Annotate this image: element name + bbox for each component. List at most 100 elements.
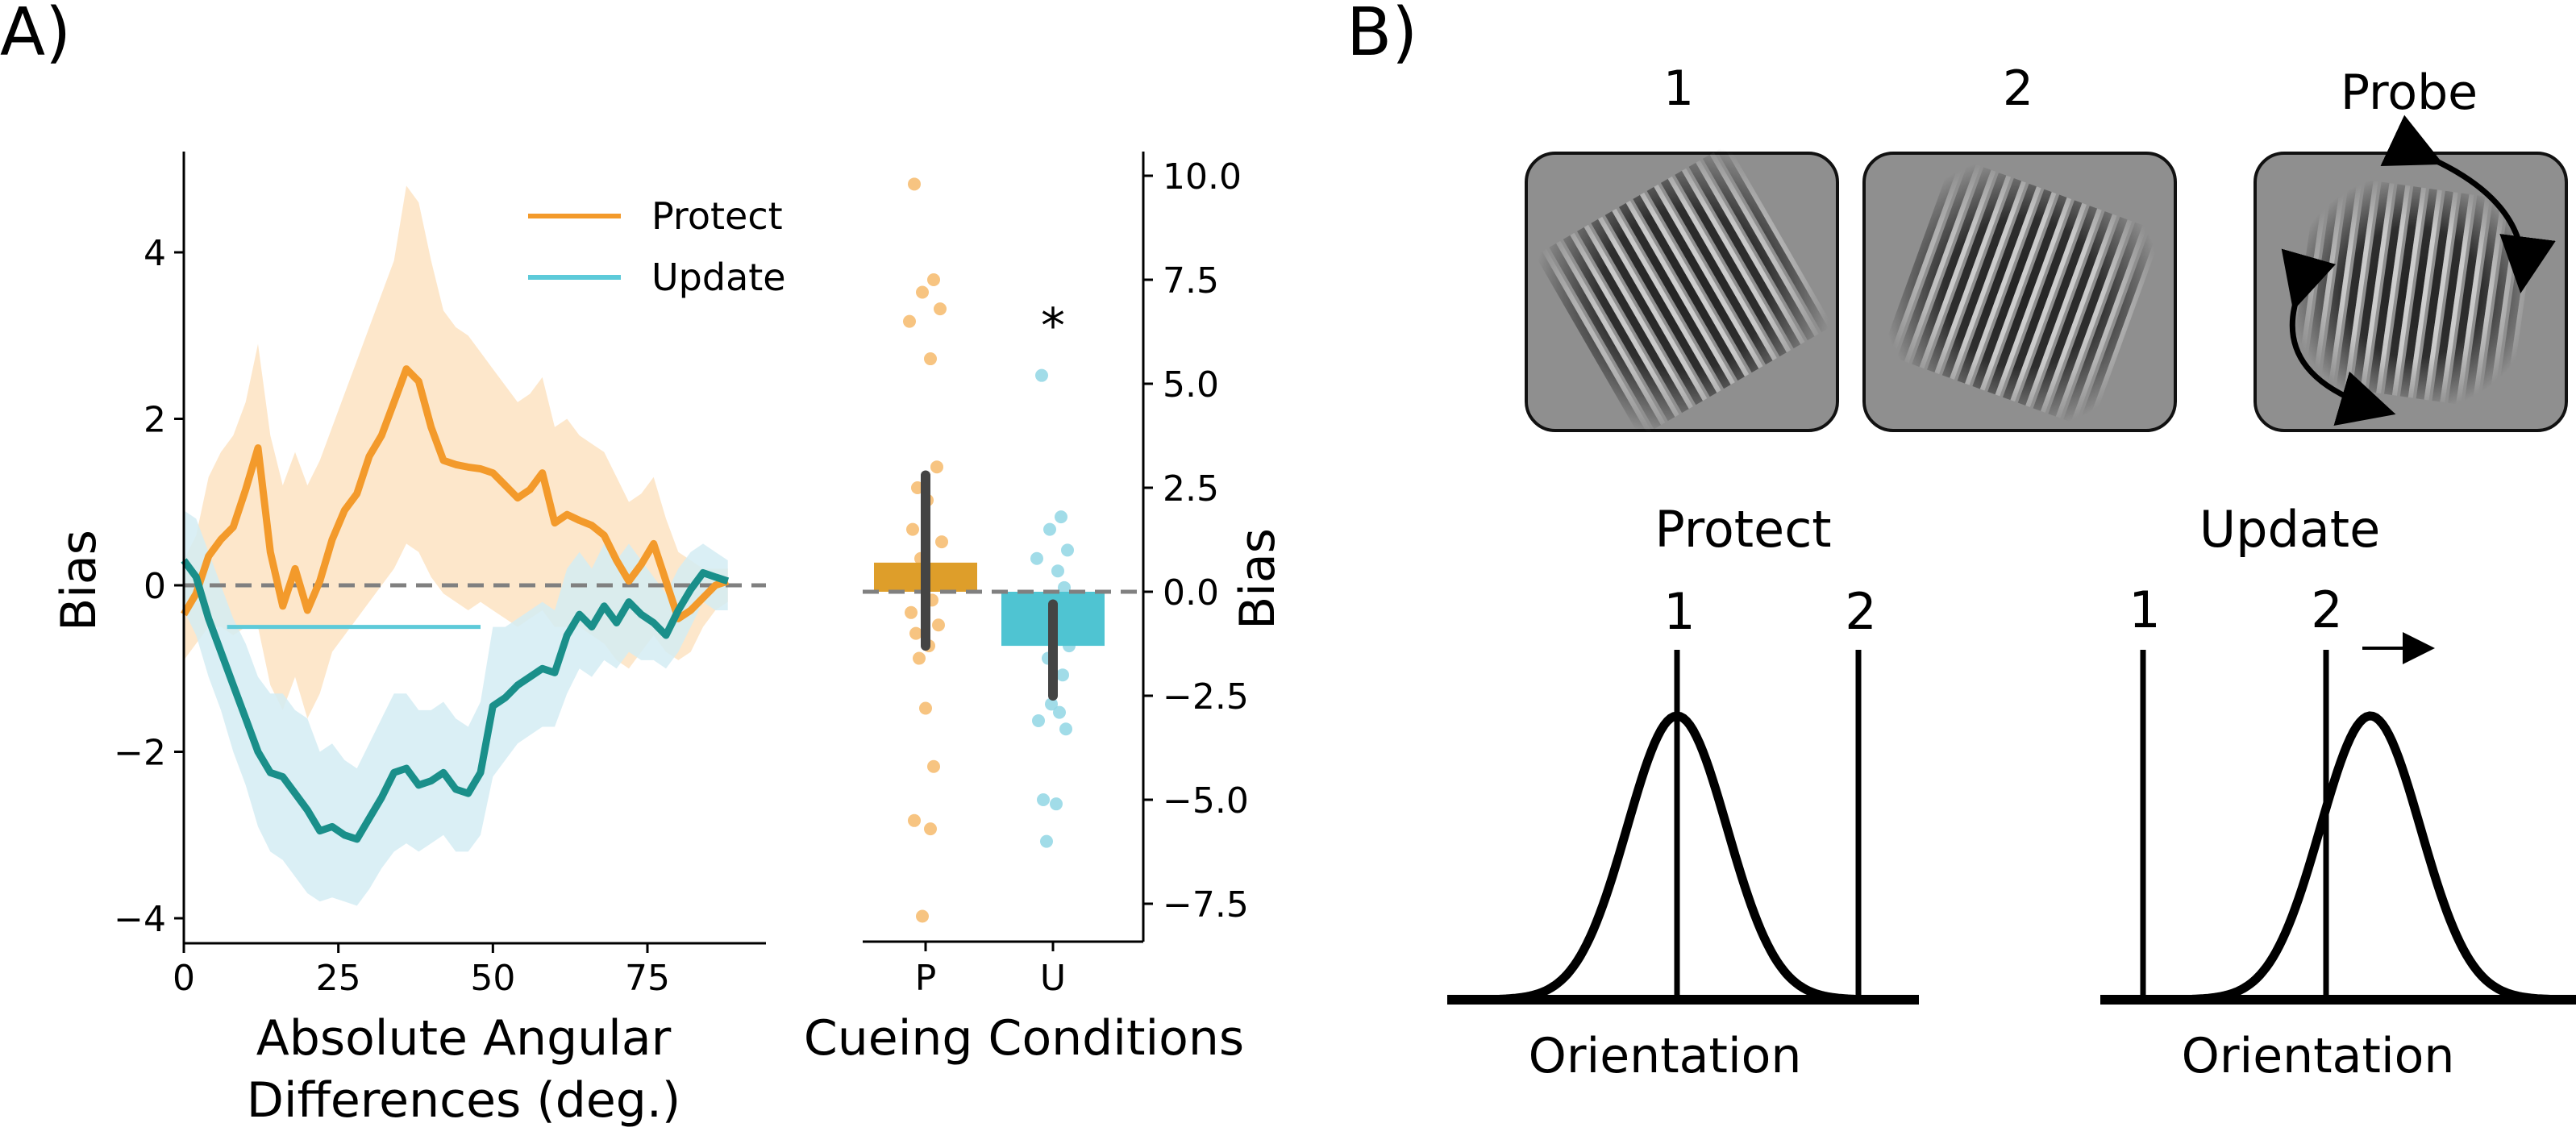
data-point-p bbox=[930, 460, 943, 474]
grating-stripe-light bbox=[1919, 169, 1996, 369]
grating-stripe-light bbox=[1612, 208, 1721, 393]
update-title: Update bbox=[2199, 500, 2381, 559]
grating-stripe-light bbox=[2086, 231, 2162, 430]
data-point-p bbox=[927, 759, 940, 773]
y-tick-label-right: 10.0 bbox=[1163, 156, 1242, 198]
grating-stripe-light bbox=[1904, 164, 1981, 364]
grating-stripe-dark bbox=[1563, 235, 1675, 422]
y-ticks: −4 −2 0 2 4 bbox=[114, 233, 184, 940]
grating-stripe-light bbox=[1979, 192, 2057, 391]
stimulus-box-2 bbox=[1862, 152, 2177, 432]
data-point-u bbox=[1030, 551, 1043, 565]
data-point-p bbox=[924, 352, 937, 366]
data-point-p bbox=[903, 314, 916, 328]
grating-stripe-light bbox=[1556, 240, 1666, 426]
panel-b-label: B) bbox=[1346, 0, 1417, 71]
data-point-u bbox=[1040, 834, 1053, 848]
grating-stripe-dark bbox=[1619, 202, 1731, 389]
protect-xlabel: Orientation bbox=[1529, 1028, 1802, 1084]
bars bbox=[874, 562, 1105, 647]
significance-star: * bbox=[1041, 297, 1065, 354]
data-point-u bbox=[1051, 564, 1064, 578]
data-point-p bbox=[906, 522, 919, 536]
data-point-u bbox=[1059, 722, 1072, 736]
data-point-u bbox=[1035, 368, 1048, 382]
y-tick-label-right: −5.0 bbox=[1163, 780, 1249, 822]
series-lines bbox=[181, 365, 730, 843]
data-point-p bbox=[908, 813, 921, 827]
grating-stripe-light bbox=[1696, 160, 1805, 345]
protect-line-label-1: 1 bbox=[1663, 582, 1695, 641]
grating-stripe-dark bbox=[2003, 200, 2083, 401]
data-point-p bbox=[932, 618, 945, 632]
grating-stripe-dark bbox=[1717, 146, 1829, 333]
series-line-update bbox=[181, 558, 730, 843]
grating-stripe-dark bbox=[2017, 206, 2098, 406]
data-point-p bbox=[924, 822, 937, 836]
update-line-label-1: 1 bbox=[2129, 580, 2160, 639]
y-ticks-right: −7.5 −5.0 −2.5 0.0 2.5 5.0 7.5 10.0 bbox=[1143, 156, 1249, 926]
error-bars bbox=[921, 470, 1058, 701]
grating-stripe-light bbox=[1934, 175, 2012, 374]
protect-title: Protect bbox=[1654, 500, 1831, 559]
grating-stripe-dark bbox=[1881, 156, 1962, 356]
data-point-u bbox=[1037, 793, 1050, 806]
data-point-p bbox=[909, 626, 922, 640]
grating bbox=[1881, 156, 2162, 430]
grating-stripe-dark bbox=[2063, 222, 2143, 422]
category-label-u: U bbox=[1040, 958, 1066, 999]
grating-stripe-light bbox=[1667, 176, 1777, 361]
data-point-u bbox=[1050, 797, 1063, 811]
grating-stripe-dark bbox=[1604, 210, 1717, 397]
x-tick-label: 50 bbox=[470, 958, 515, 999]
grating-stripe-light bbox=[2041, 214, 2117, 413]
confidence-bands bbox=[184, 185, 728, 906]
grating-stripe-light bbox=[1995, 197, 2072, 397]
grating-stripe-dark bbox=[1957, 183, 2037, 384]
data-point-p bbox=[913, 651, 926, 665]
grating-stripe-light bbox=[1889, 159, 1966, 358]
grating-stripe-light bbox=[1681, 168, 1792, 353]
data-point-p bbox=[916, 285, 929, 299]
stimulus-label-1: 1 bbox=[1663, 60, 1694, 117]
panel-a-label: A) bbox=[0, 0, 71, 71]
grating-stripe-light bbox=[2070, 225, 2148, 424]
data-point-p bbox=[934, 302, 947, 316]
grating-stripe-dark bbox=[1912, 167, 1991, 368]
x-tick-label: 0 bbox=[173, 958, 195, 999]
y-tick-label-right: −2.5 bbox=[1163, 676, 1249, 718]
line-chart: 0 25 50 75 −4 −2 0 2 4 Bias Absolute Angular Di… bbox=[51, 152, 786, 1129]
grating-stripe-dark bbox=[1577, 227, 1689, 414]
data-point-u bbox=[1045, 697, 1058, 711]
data-point-p bbox=[935, 535, 948, 549]
grating-stripe-light bbox=[1625, 200, 1735, 385]
grating-stripe-light bbox=[1965, 186, 2041, 385]
data-point-u bbox=[1055, 510, 1067, 524]
grating-stripe-dark bbox=[1675, 170, 1787, 357]
grating-stripe-dark bbox=[1987, 194, 2067, 395]
grating-stripe-dark bbox=[1688, 162, 1801, 349]
data-point-u bbox=[1032, 713, 1045, 727]
stimulus-row: 1 2 Probe bbox=[1525, 60, 2568, 438]
grating-stripe-light bbox=[1709, 152, 1819, 337]
y-tick-label: −4 bbox=[114, 899, 166, 940]
y-tick-label: 0 bbox=[144, 566, 166, 607]
grating bbox=[1535, 144, 1833, 438]
grating-stripe-light bbox=[1723, 144, 1833, 329]
grating-stripe-dark bbox=[1660, 178, 1773, 365]
y-axis-label: Bias bbox=[51, 530, 107, 631]
data-point-u bbox=[1043, 522, 1056, 536]
grating-stripe-dark bbox=[1591, 218, 1704, 406]
x-axis-label-line2: Differences (deg.) bbox=[247, 1072, 681, 1129]
x-axis-label-line1: Absolute Angular bbox=[256, 1010, 672, 1067]
update-curve-panel: Update 1 2 Orientation bbox=[2100, 500, 2576, 1084]
stimulus-label-2: 2 bbox=[2003, 60, 2033, 117]
y-tick-label-right: 5.0 bbox=[1163, 364, 1219, 406]
ci-band-update bbox=[184, 510, 728, 906]
series-line-protect bbox=[181, 365, 730, 622]
data-point-p bbox=[908, 177, 921, 191]
data-point-p bbox=[919, 701, 932, 715]
